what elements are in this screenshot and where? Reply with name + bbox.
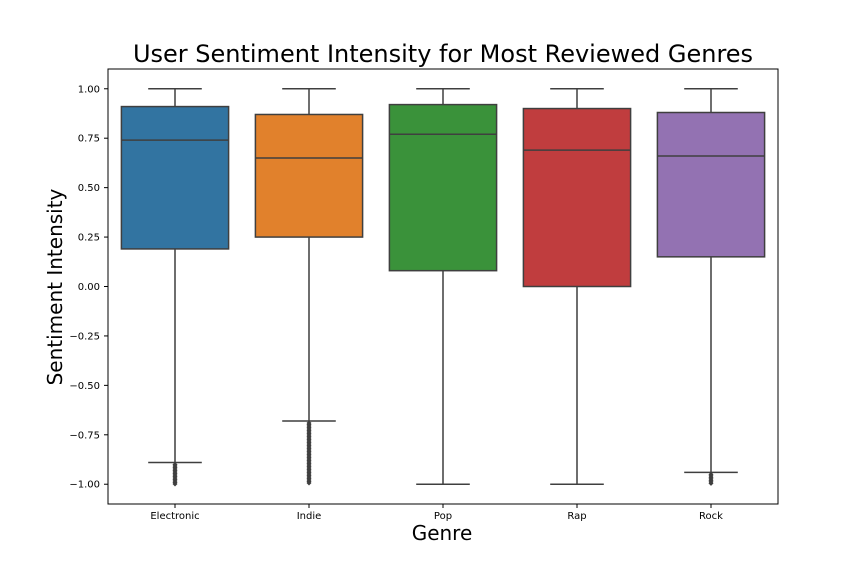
outlier-point [708,480,714,486]
y-tick-label: −1.00 [69,480,100,491]
x-tick-label: Electronic [150,511,199,522]
y-tick-label: −0.25 [69,331,100,342]
outlier-point [306,480,312,486]
y-tick-label: −0.50 [69,381,100,392]
box-rap [522,107,632,288]
box-indie [254,113,364,238]
y-tick-label: −0.75 [69,430,100,441]
box-pop [388,103,498,272]
box-electronic [120,105,230,250]
y-tick-label: 0.75 [78,134,100,145]
y-tick-label: 0.00 [78,282,100,293]
outlier-point [172,481,178,487]
x-axis-label: Genre [412,521,473,545]
plot-area: 1.00 0.75 0.50 0.25 0.00 −0.25 −0.50 −0.75 −1.00… [69,68,779,522]
y-tick-label: 0.25 [78,233,100,244]
box-rock [656,111,766,258]
y-tick-label: 1.00 [78,84,100,95]
y-tick-label: 0.50 [78,183,100,194]
y-axis-label: Sentiment Intensity [43,188,67,385]
x-tick-label: Indie [297,511,322,522]
x-tick-label: Rock [699,511,723,522]
chart-title: User Sentiment Intensity for Most Review… [133,40,753,68]
x-tick-label: Pop [434,511,452,522]
x-tick-label: Rap [567,511,586,522]
